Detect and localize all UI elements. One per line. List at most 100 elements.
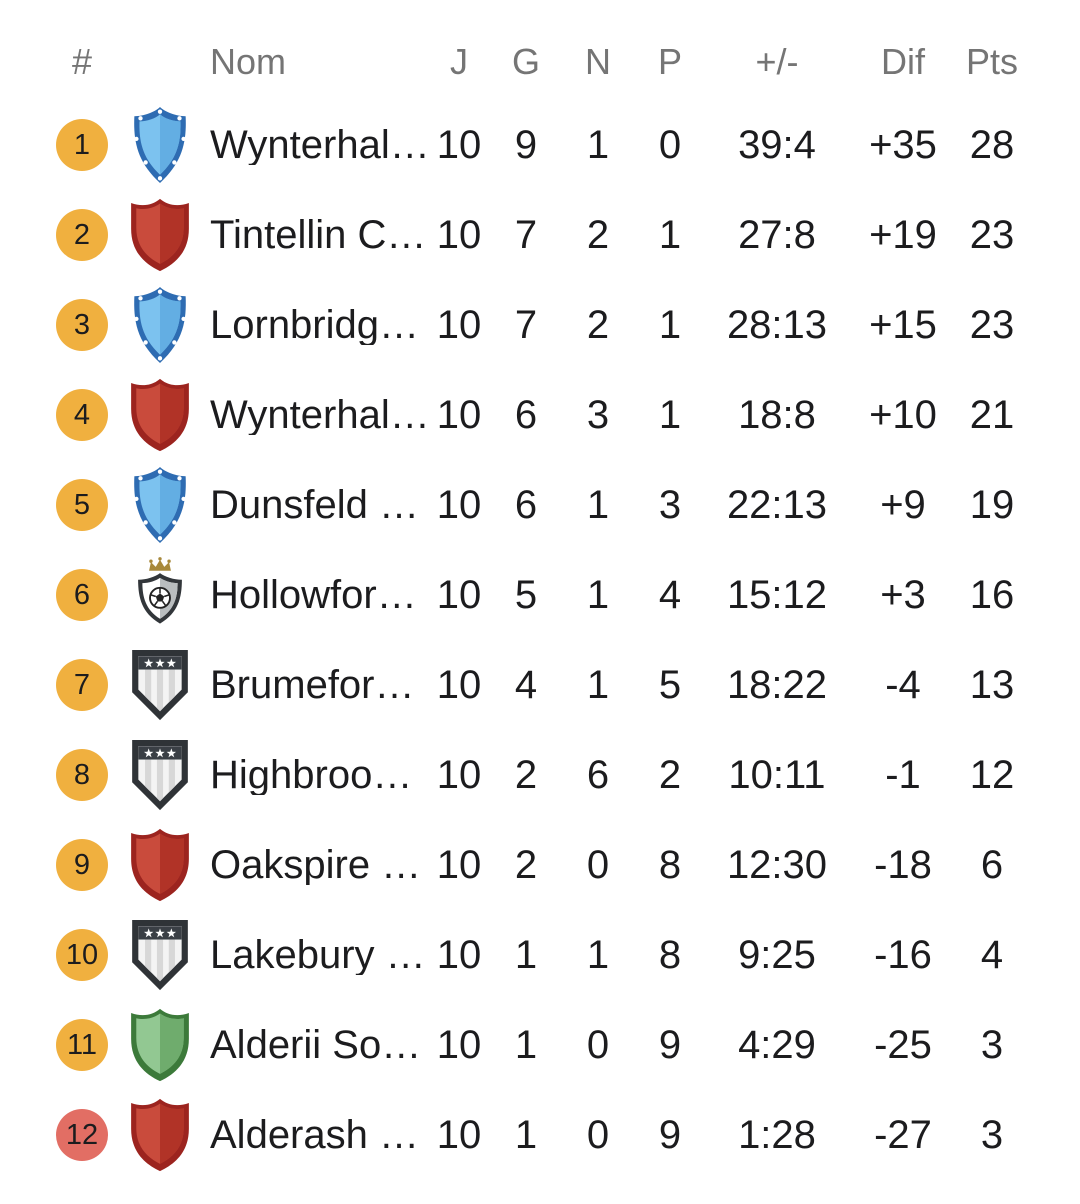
standings-row[interactable]: 9 Oakspire … 10 2 0 8 12:30 -18 6 bbox=[0, 820, 1080, 910]
cell-diff: -1 bbox=[885, 753, 921, 797]
rank-badge: 9 bbox=[56, 839, 108, 891]
cell-points: 23 bbox=[969, 303, 1015, 347]
cell-played: 10 bbox=[436, 843, 482, 887]
rank-badge: 5 bbox=[56, 479, 108, 531]
standings-row[interactable]: 1 Wynterhal… 10 9 1 0 39:4 +35 28 bbox=[0, 100, 1080, 190]
cell-played: 10 bbox=[436, 483, 482, 527]
cell-draws: 1 bbox=[586, 663, 610, 707]
cell-points: 13 bbox=[969, 663, 1015, 707]
team-badge-icon bbox=[127, 465, 193, 545]
standings-row[interactable]: 11 Alderii So… 10 1 0 9 4:29 -25 3 bbox=[0, 1000, 1080, 1090]
team-badge-icon bbox=[127, 285, 193, 365]
cell-wins: 4 bbox=[514, 663, 538, 707]
standings-row[interactable]: 3 Lornbridg… 10 7 2 1 28:13 +15 23 bbox=[0, 280, 1080, 370]
team-badge-icon bbox=[127, 735, 193, 815]
standings-row[interactable]: 4 Wynterhal… 10 6 3 1 18:8 +10 21 bbox=[0, 370, 1080, 460]
cell-played: 10 bbox=[436, 303, 482, 347]
cell-wins: 7 bbox=[514, 213, 538, 257]
standings-row[interactable]: 7 Brumefor… 10 4 1 5 18:22 -4 13 bbox=[0, 640, 1080, 730]
cell-diff: -16 bbox=[874, 933, 932, 977]
cell-wins: 6 bbox=[514, 483, 538, 527]
cell-losses: 9 bbox=[658, 1113, 682, 1157]
team-badge-icon bbox=[127, 195, 193, 275]
cell-draws: 2 bbox=[586, 213, 610, 257]
cell-diff: +35 bbox=[869, 123, 937, 167]
rank-badge: 10 bbox=[56, 929, 108, 981]
cell-diff: -27 bbox=[874, 1113, 932, 1157]
cell-points: 23 bbox=[969, 213, 1015, 257]
cell-goals: 4:29 bbox=[738, 1023, 816, 1067]
cell-goals: 27:8 bbox=[738, 213, 816, 257]
cell-draws: 6 bbox=[586, 753, 610, 797]
cell-points: 19 bbox=[969, 483, 1015, 527]
rank-badge: 1 bbox=[56, 119, 108, 171]
cell-points: 6 bbox=[980, 843, 1004, 887]
cell-losses: 1 bbox=[658, 393, 682, 437]
standings-row[interactable]: 6 Hollowfor… 10 5 1 4 15:12 +3 16 bbox=[0, 550, 1080, 640]
rank-badge: 11 bbox=[56, 1019, 108, 1071]
team-name: Dunsfeld … bbox=[210, 485, 419, 525]
cell-played: 10 bbox=[436, 123, 482, 167]
cell-played: 10 bbox=[436, 753, 482, 797]
cell-draws: 0 bbox=[586, 1023, 610, 1067]
rank-badge: 6 bbox=[56, 569, 108, 621]
cell-wins: 7 bbox=[514, 303, 538, 347]
cell-points: 4 bbox=[980, 933, 1004, 977]
cell-points: 12 bbox=[969, 753, 1015, 797]
cell-played: 10 bbox=[436, 1113, 482, 1157]
cell-wins: 1 bbox=[514, 1113, 538, 1157]
cell-points: 28 bbox=[969, 123, 1015, 167]
cell-wins: 6 bbox=[514, 393, 538, 437]
cell-diff: +10 bbox=[869, 393, 937, 437]
cell-wins: 5 bbox=[514, 573, 538, 617]
team-badge-icon bbox=[127, 1095, 193, 1175]
standings-row[interactable]: 5 Dunsfeld … 10 6 1 3 22:13 +9 19 bbox=[0, 460, 1080, 550]
team-name: Wynterhal… bbox=[210, 125, 428, 165]
cell-losses: 1 bbox=[658, 303, 682, 347]
header-played: J bbox=[450, 41, 468, 82]
cell-losses: 5 bbox=[658, 663, 682, 707]
header-rank: # bbox=[71, 41, 93, 82]
cell-losses: 0 bbox=[658, 123, 682, 167]
cell-draws: 1 bbox=[586, 483, 610, 527]
cell-goals: 9:25 bbox=[738, 933, 816, 977]
cell-losses: 1 bbox=[658, 213, 682, 257]
rank-badge: 7 bbox=[56, 659, 108, 711]
cell-losses: 4 bbox=[658, 573, 682, 617]
cell-goals: 1:28 bbox=[738, 1113, 816, 1157]
cell-draws: 1 bbox=[586, 123, 610, 167]
standings-row[interactable]: 12 Alderash … 10 1 0 9 1:28 -27 3 bbox=[0, 1090, 1080, 1180]
cell-draws: 0 bbox=[586, 1113, 610, 1157]
team-badge-icon bbox=[127, 915, 193, 995]
cell-wins: 2 bbox=[514, 753, 538, 797]
standings-rows: 1 Wynterhal… 10 9 1 0 39:4 +35 28 2 Tint… bbox=[0, 100, 1080, 1180]
table-header: # Nom J G N P +/- Dif Pts bbox=[0, 0, 1080, 100]
cell-points: 21 bbox=[969, 393, 1015, 437]
team-badge-icon bbox=[127, 825, 193, 905]
cell-draws: 1 bbox=[586, 573, 610, 617]
cell-draws: 2 bbox=[586, 303, 610, 347]
cell-draws: 1 bbox=[586, 933, 610, 977]
cell-goals: 18:22 bbox=[726, 663, 828, 707]
team-name: Brumefor… bbox=[210, 665, 415, 705]
cell-diff: -25 bbox=[874, 1023, 932, 1067]
standings-row[interactable]: 10 Lakebury … 10 1 1 8 9:25 -16 4 bbox=[0, 910, 1080, 1000]
standings-row[interactable]: 2 Tintellin C… 10 7 2 1 27:8 +19 23 bbox=[0, 190, 1080, 280]
cell-draws: 0 bbox=[586, 843, 610, 887]
cell-played: 10 bbox=[436, 573, 482, 617]
cell-losses: 8 bbox=[658, 843, 682, 887]
team-name: Lornbridg… bbox=[210, 305, 420, 345]
standings-row[interactable]: 8 Highbroo… 10 2 6 2 10:11 -1 12 bbox=[0, 730, 1080, 820]
header-losses: P bbox=[657, 41, 682, 82]
header-name: Nom bbox=[210, 44, 287, 80]
team-badge-icon bbox=[127, 1005, 193, 1085]
header-draws: N bbox=[585, 41, 611, 82]
cell-goals: 22:13 bbox=[726, 483, 828, 527]
cell-diff: +19 bbox=[869, 213, 937, 257]
cell-goals: 10:11 bbox=[728, 753, 826, 797]
rank-badge: 3 bbox=[56, 299, 108, 351]
team-name: Lakebury … bbox=[210, 935, 426, 975]
cell-points: 3 bbox=[980, 1023, 1004, 1067]
team-name: Alderash … bbox=[210, 1115, 419, 1155]
